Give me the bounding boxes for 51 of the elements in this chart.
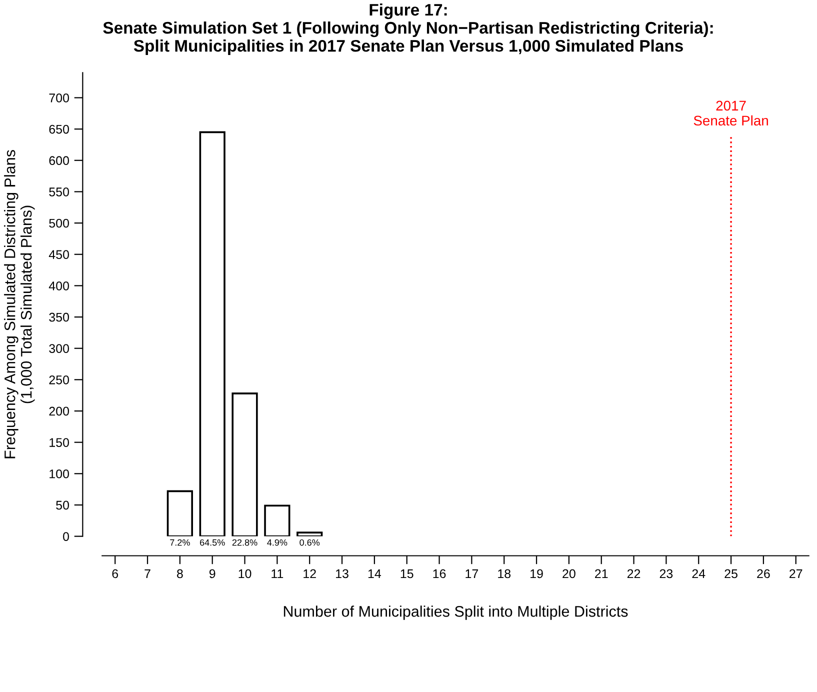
x-axis-title: Number of Municipalities Split into Multiple Districts — [284, 606, 628, 620]
bar — [199, 131, 226, 536]
x-tick-label: 14 — [368, 569, 382, 578]
y-tick-label: 200 — [49, 406, 69, 416]
x-tick-label: 7 — [144, 569, 150, 578]
x-tick-label: 11 — [272, 569, 284, 578]
annotation: 4.9% — [267, 539, 288, 546]
x-tick-label: 19 — [530, 569, 543, 578]
y-tick-label: 600 — [49, 156, 69, 166]
x-tick-label: 24 — [692, 569, 706, 578]
y-tick-label: 650 — [49, 124, 69, 134]
x-tick-label: 25 — [724, 569, 738, 578]
x-tick-label: 18 — [498, 569, 511, 578]
x-tick-label: 12 — [304, 569, 316, 578]
y-tick-label: 400 — [48, 281, 69, 290]
y-tick-label: 300 — [49, 344, 69, 353]
x-tick-label: 13 — [336, 569, 348, 578]
annotation: 0.6% — [300, 539, 320, 546]
x-tick-label: 10 — [238, 569, 252, 578]
x-tick-label: 22 — [627, 569, 640, 578]
bar — [232, 392, 258, 536]
x-tick-label: 26 — [757, 569, 770, 578]
y-tick-label: 0 — [63, 532, 69, 541]
bar — [166, 490, 193, 536]
x-tick-label: 27 — [790, 569, 802, 578]
y-tick-label: 150 — [50, 438, 69, 447]
y-tick-label: 100 — [50, 469, 69, 478]
ref-line-label: 2017 Senate Plan — [694, 100, 768, 126]
x-tick-label: 9 — [209, 569, 216, 578]
x-tick-label: 17 — [466, 569, 478, 578]
y-tick-label: 550 — [49, 188, 69, 196]
y-tick-label: 350 — [49, 312, 69, 322]
annotation: 22.8% — [232, 539, 258, 546]
y-axis-title: Frequency Among Simulated Districting Plans (1,000 Total Simulated Plans) — [4, 150, 35, 458]
annotation: 64.5% — [200, 539, 225, 546]
chart-title: Figure 17: Senate Simulation Set 1 (Following Only Non−Partisan Redistricting Criteria): Split Municipalities in 2017 Senate Plan Versus 1,000 Simulated Plans — [103, 3, 713, 56]
bar — [296, 532, 323, 536]
y-tick-label: 450 — [48, 250, 69, 260]
y-tick-label: 250 — [49, 375, 69, 384]
bar — [264, 504, 290, 536]
x-tick-label: 6 — [112, 569, 118, 578]
x-tick-label: 15 — [400, 569, 414, 578]
y-tick-label: 500 — [49, 218, 69, 228]
x-tick-label: 23 — [660, 569, 673, 578]
x-tick-label: 16 — [433, 569, 446, 578]
y-tick-label: 50 — [56, 500, 69, 510]
annotation: 7.2% — [170, 539, 190, 546]
x-tick-label: 8 — [176, 569, 183, 578]
y-tick-label: 700 — [49, 94, 69, 102]
x-tick-label: 20 — [562, 569, 576, 578]
x-tick-label: 21 — [595, 569, 608, 578]
